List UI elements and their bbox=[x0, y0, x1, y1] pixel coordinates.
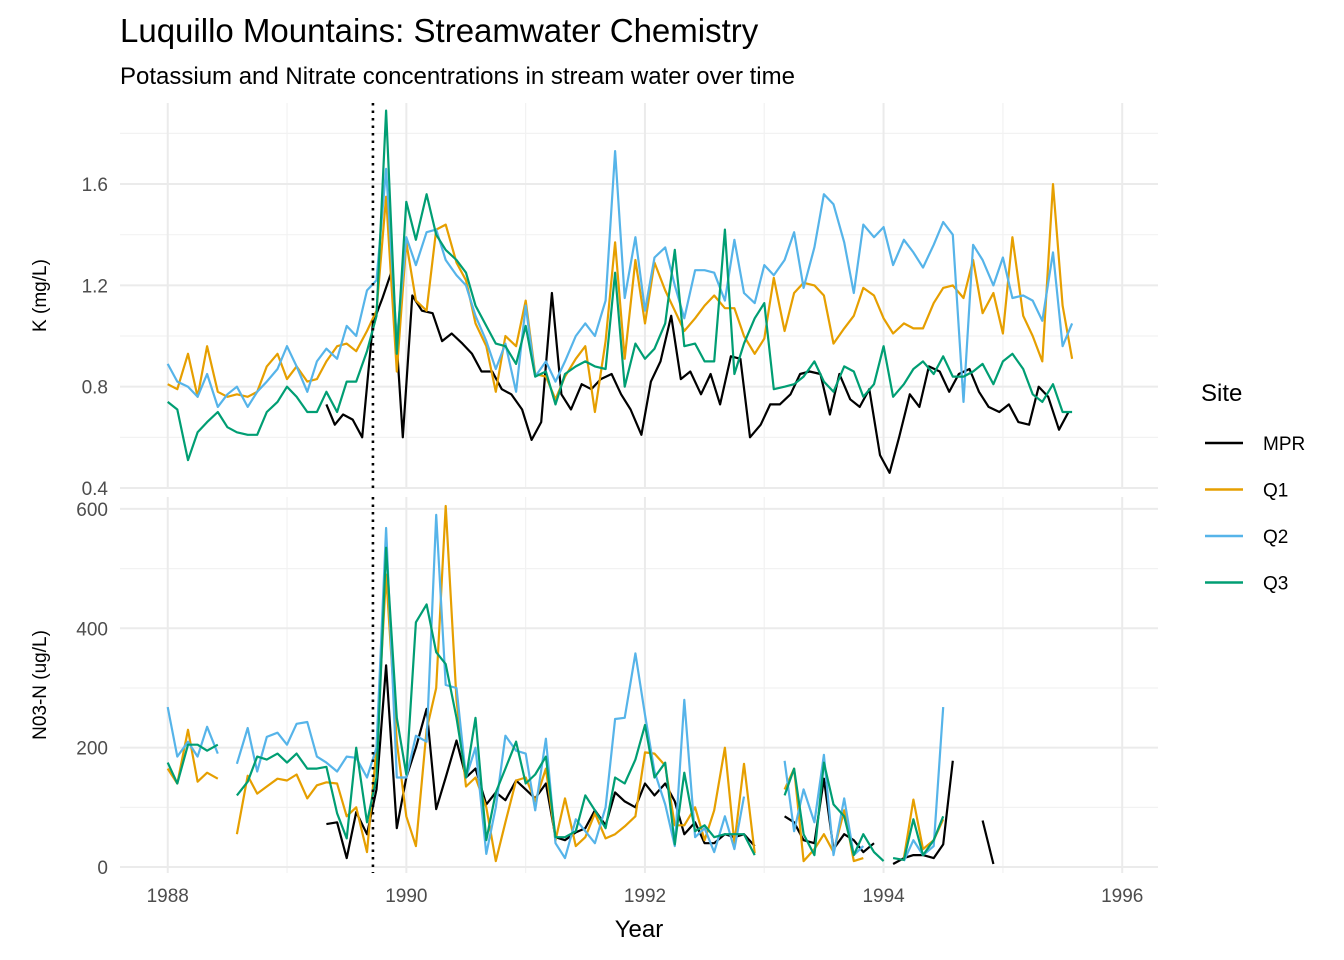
y-axis-title: N03-N (ug/L) bbox=[30, 630, 51, 740]
series-line-q2 bbox=[166, 706, 219, 758]
x-axis-title: Year bbox=[615, 916, 664, 943]
series-line-q1 bbox=[166, 728, 219, 785]
series-line-mpr bbox=[326, 664, 756, 860]
series-line-q3 bbox=[167, 109, 1073, 462]
legend-label-q3: Q3 bbox=[1263, 574, 1288, 595]
x-tick-label: 1990 bbox=[385, 886, 427, 907]
y-tick-label: 0 bbox=[97, 858, 108, 879]
series-line-mpr bbox=[325, 269, 1070, 474]
y-tick-label: 400 bbox=[76, 619, 108, 640]
y-tick-label: 200 bbox=[76, 739, 108, 760]
series-line-q2 bbox=[783, 753, 865, 857]
y-axis-title: K (mg/L) bbox=[30, 259, 51, 332]
series-line-q3 bbox=[166, 743, 219, 785]
x-tick-label: 1988 bbox=[147, 886, 189, 907]
x-tick-label: 1996 bbox=[1101, 886, 1143, 907]
series-line-q2 bbox=[235, 513, 746, 860]
legend-label-mpr: MPR bbox=[1263, 434, 1305, 455]
x-tick-label: 1994 bbox=[862, 886, 905, 907]
series-line-q3 bbox=[892, 815, 945, 862]
panel-2: 0 200 400 600 N03-N (ug/L) bbox=[30, 497, 1158, 879]
legend-label-q1: Q1 bbox=[1263, 481, 1288, 502]
series-line-q2 bbox=[166, 150, 1074, 408]
x-tick-label: 1992 bbox=[624, 886, 666, 907]
series-line-q3 bbox=[783, 761, 885, 862]
legend-title: Site bbox=[1201, 380, 1242, 407]
y-tick-label: 1.2 bbox=[82, 276, 108, 297]
chart-title: Luquillo Mountains: Streamwater Chemistr… bbox=[120, 12, 759, 49]
y-tick-label: 0.8 bbox=[82, 378, 108, 399]
series-line-q1 bbox=[167, 183, 1074, 414]
y-tick-label: 0.4 bbox=[82, 479, 109, 500]
panel-1: 0.4 0.8 1.2 1.6 K (mg/L) bbox=[30, 103, 1158, 500]
y-tick-label: 1.6 bbox=[82, 175, 108, 196]
y-tick-label: 600 bbox=[76, 500, 108, 521]
plot-panels: 0.4 0.8 1.2 1.6 K (mg/L) 0 200 400 600 N03-N (ug/… bbox=[30, 103, 1158, 907]
chart-subtitle: Potassium and Nitrate concentrations in … bbox=[120, 63, 795, 90]
series-line-mpr bbox=[981, 820, 995, 865]
legend: Site MPR Q1 Q2 Q3 bbox=[1201, 380, 1305, 595]
legend-label-q2: Q2 bbox=[1263, 527, 1288, 548]
series-line-q3 bbox=[236, 546, 756, 856]
